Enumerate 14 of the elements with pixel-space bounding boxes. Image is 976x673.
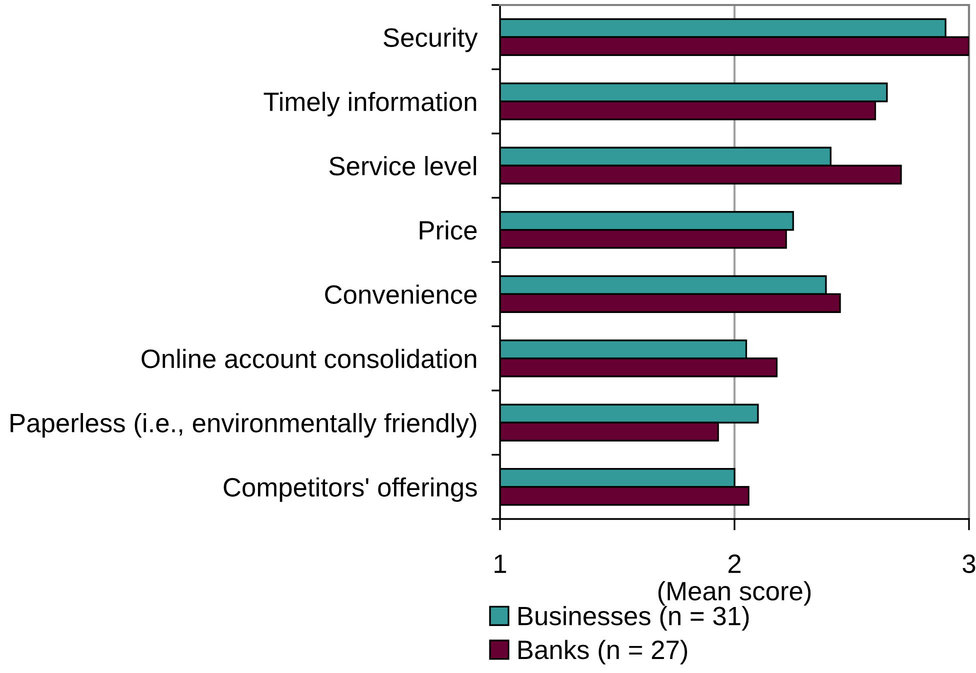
y-tick-label: Security	[384, 28, 478, 52]
x-tick-label: 2	[728, 554, 741, 573]
legend-label: Businesses (n = 31)	[518, 606, 749, 631]
y-tick-label: Timely information	[264, 92, 476, 116]
y-tick-label: Competitors' offerings	[224, 477, 477, 502]
y-tick-label: Convenience	[325, 284, 477, 304]
y-tick-label: Price	[420, 220, 477, 240]
x-tick-label: 3	[962, 554, 976, 574]
legend-label: Banks (n = 27)	[518, 640, 688, 664]
x-tick-label: 1	[494, 554, 506, 573]
x-axis-title: (Mean score)	[658, 581, 811, 606]
y-tick-label: Online account consolidation	[142, 348, 476, 368]
y-tick-label: Paperless (i.e., environmentally friendly)	[10, 413, 476, 438]
y-tick-label: Service level	[329, 156, 476, 176]
